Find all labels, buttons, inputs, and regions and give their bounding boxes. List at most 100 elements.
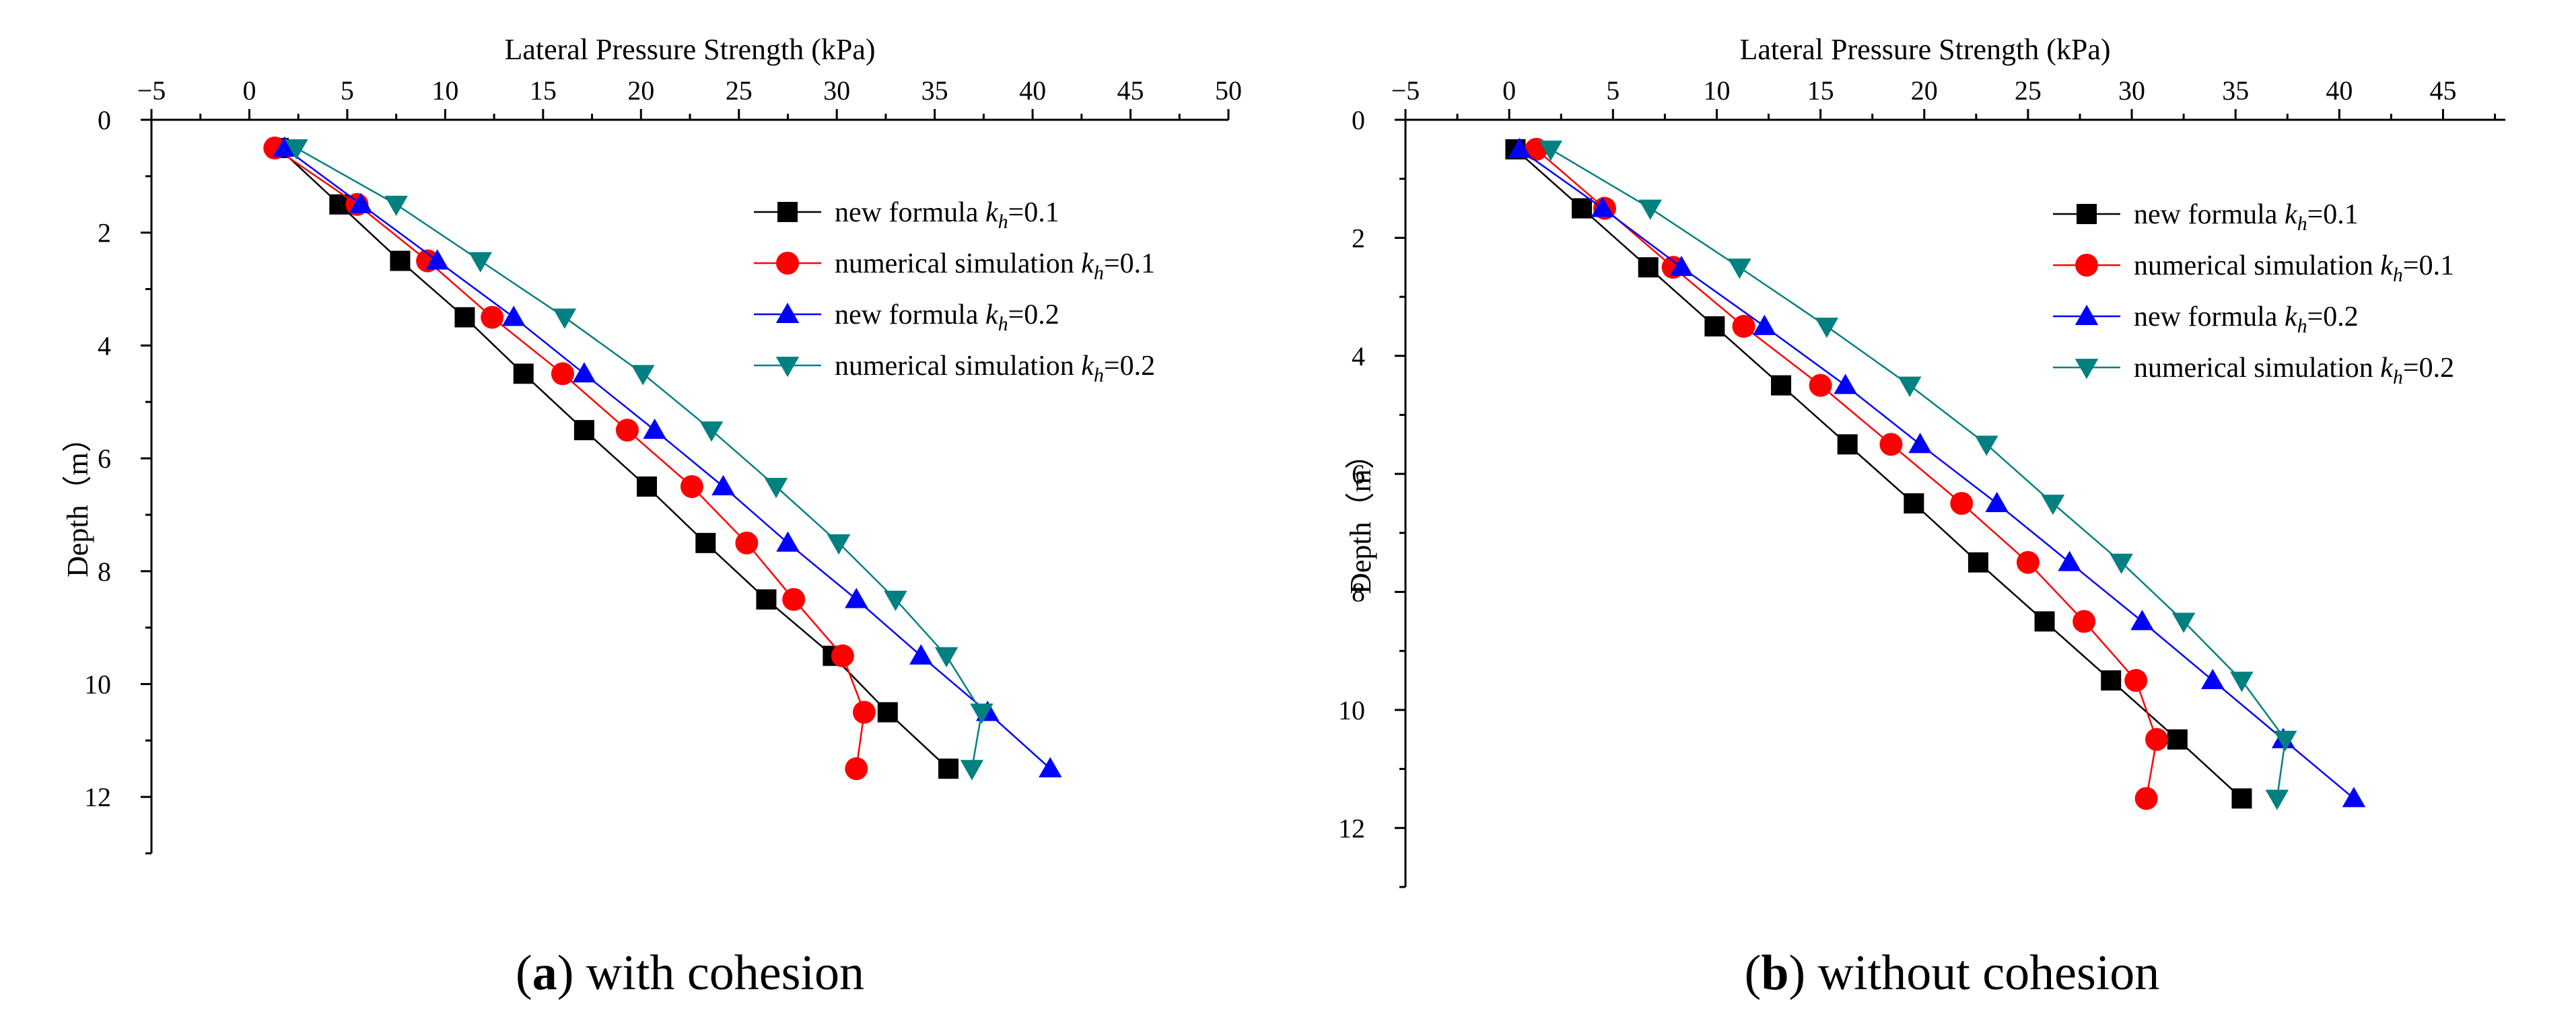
data-point (551, 362, 574, 386)
legend-k-sub: h (2393, 366, 2403, 388)
data-point (776, 531, 800, 552)
data-point (938, 758, 959, 779)
data-point (845, 588, 868, 608)
data-point (1704, 316, 1725, 336)
legend-k-val: =0.1 (1008, 197, 1059, 228)
data-point (1508, 137, 1531, 158)
data-point (827, 534, 851, 555)
data-point (425, 249, 449, 270)
x-tick-label: 40 (2326, 75, 2353, 106)
legend-k-val: =0.2 (2307, 301, 2359, 332)
y-tick-label: 0 (98, 105, 111, 135)
legend-k: k (2285, 199, 2298, 230)
y-tick-label: 8 (98, 557, 111, 587)
data-point (1837, 434, 1858, 455)
legend-name: numerical simulation (835, 351, 1081, 382)
x-tick-label: 20 (627, 75, 654, 106)
data-point (573, 420, 594, 441)
data-point (2273, 730, 2297, 752)
x-tick-label: 40 (1019, 75, 1046, 106)
data-point (349, 192, 373, 213)
data-point (1638, 199, 1663, 220)
chart-panel-a: −5 0 5 10 15 20 25 30 35 40 45 50 0 2 4 6 8 10 12 Lateral P… (61, 33, 1242, 1001)
x-tick-label: −5 (1391, 75, 1420, 106)
data-point (1669, 255, 1694, 277)
y-tick-label: 6 (98, 443, 111, 474)
x-tick-label: 25 (726, 75, 753, 106)
x-tick-label: 45 (1117, 75, 1144, 106)
caption-paren-open: ( (1745, 946, 1762, 1001)
x-axis-title: Lateral Pressure Strength (kPa) (504, 33, 875, 66)
data-point (852, 701, 876, 724)
caption-letter: a (532, 946, 557, 1001)
series-line (284, 147, 1051, 770)
legend-label: numerical simulation kh=0.1 (835, 248, 1155, 284)
y-tick-label: 8 (1352, 577, 1365, 608)
legend-label: numerical simulation kh=0.2 (2134, 353, 2454, 388)
x-tick-label: 35 (921, 75, 948, 106)
data-point (615, 419, 639, 442)
data-point (2041, 495, 2065, 516)
data-point (390, 250, 411, 271)
data-point (831, 644, 854, 668)
data-point (1908, 433, 1932, 454)
data-point (1904, 493, 1924, 513)
data-point (2231, 788, 2252, 809)
data-point (1809, 374, 1832, 397)
x-tick-label: 5 (1606, 75, 1620, 106)
legend-name: new formula (2134, 199, 2285, 230)
legend-k-val: =0.2 (1008, 299, 1059, 330)
data-point (643, 418, 666, 439)
data-point (680, 475, 703, 498)
data-point (1974, 435, 1998, 456)
data-point (1834, 374, 1857, 394)
data-point (1771, 375, 1792, 396)
data-point (637, 476, 657, 497)
data-point (2101, 670, 2122, 691)
data-point (2134, 787, 2158, 810)
data-point (1985, 491, 2009, 512)
series-1 (1525, 137, 2169, 810)
data-point (513, 363, 534, 384)
caption-paren-open: ( (516, 946, 532, 1001)
legend-label: new formula kh=0.1 (835, 197, 1059, 233)
data-point (699, 421, 724, 442)
data-point (1879, 433, 1903, 456)
data-point (2342, 787, 2366, 808)
caption-text: without cohesion (1805, 946, 2159, 1001)
x-axis-title: Lateral Pressure Strength (kPa) (1739, 33, 2110, 66)
panel-caption: (b) without cohesion (1745, 946, 2160, 1001)
x-tick-label: 35 (2222, 75, 2249, 106)
series-1 (263, 136, 876, 781)
series-0 (269, 137, 959, 779)
x-tick-label: 50 (1215, 75, 1242, 106)
x-tick-label: 0 (242, 75, 256, 106)
legend-k-val: =0.2 (1104, 351, 1155, 382)
legend-marker (775, 302, 800, 323)
legend-k: k (2380, 353, 2394, 384)
data-point (1732, 314, 1755, 338)
data-point (2201, 668, 2225, 690)
legend-name: numerical simulation (835, 248, 1081, 279)
data-point (756, 589, 777, 610)
legend-marker (2075, 304, 2099, 325)
legend-k: k (985, 299, 999, 330)
series-2 (1508, 137, 2366, 808)
data-point (1572, 198, 1593, 219)
data-point (1815, 317, 1839, 339)
y-tick-label: 2 (98, 218, 111, 248)
data-point (2124, 669, 2148, 692)
y-tick-label: 6 (1352, 459, 1365, 489)
series-line (1550, 148, 2287, 799)
legend-marker (777, 202, 798, 222)
data-point (2016, 550, 2040, 574)
data-point (934, 647, 959, 668)
data-point (884, 590, 907, 611)
caption-paren-close: ) (557, 946, 574, 1001)
legend-k: k (2285, 301, 2298, 332)
legend-k-val: =0.1 (1104, 248, 1155, 279)
series-line (278, 147, 949, 770)
x-tick-label: −5 (137, 75, 166, 106)
